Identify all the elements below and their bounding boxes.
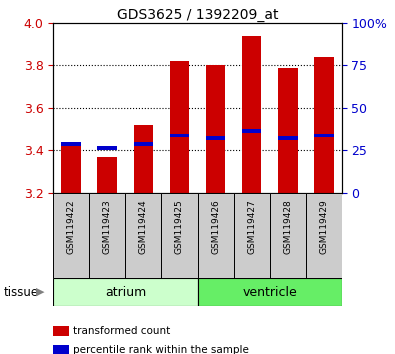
Bar <box>270 193 306 278</box>
Text: GSM119424: GSM119424 <box>139 200 148 255</box>
Text: GSM119429: GSM119429 <box>319 200 328 255</box>
Bar <box>134 142 153 146</box>
Bar <box>198 193 233 278</box>
Text: GSM119425: GSM119425 <box>175 200 184 255</box>
Bar <box>134 125 153 193</box>
Bar <box>89 193 126 278</box>
Bar <box>98 147 117 150</box>
Bar <box>206 65 226 193</box>
Text: GSM119422: GSM119422 <box>67 200 76 255</box>
Text: percentile rank within the sample: percentile rank within the sample <box>73 346 249 354</box>
Bar <box>314 134 333 137</box>
Bar <box>233 193 270 278</box>
Bar <box>169 61 189 193</box>
Bar <box>53 193 89 278</box>
Text: ▶: ▶ <box>36 287 44 297</box>
Bar <box>242 36 261 193</box>
Text: GSM119423: GSM119423 <box>103 200 112 255</box>
Bar <box>314 57 333 193</box>
Text: GSM119428: GSM119428 <box>283 200 292 255</box>
Text: tissue: tissue <box>4 286 39 298</box>
Bar <box>62 142 81 146</box>
Bar <box>206 136 226 139</box>
Bar <box>62 146 81 193</box>
Text: transformed count: transformed count <box>73 326 170 336</box>
Bar <box>306 193 342 278</box>
Bar <box>198 278 342 306</box>
Bar <box>278 136 297 139</box>
Bar <box>169 134 189 137</box>
Text: atrium: atrium <box>105 286 146 298</box>
Bar <box>126 193 162 278</box>
Text: GSM119427: GSM119427 <box>247 200 256 255</box>
Bar <box>162 193 198 278</box>
Bar <box>278 68 297 193</box>
Text: GSM119426: GSM119426 <box>211 200 220 255</box>
Bar <box>98 157 117 193</box>
Text: ventricle: ventricle <box>242 286 297 298</box>
Bar <box>53 278 198 306</box>
Title: GDS3625 / 1392209_at: GDS3625 / 1392209_at <box>117 8 278 22</box>
Bar <box>242 130 261 133</box>
